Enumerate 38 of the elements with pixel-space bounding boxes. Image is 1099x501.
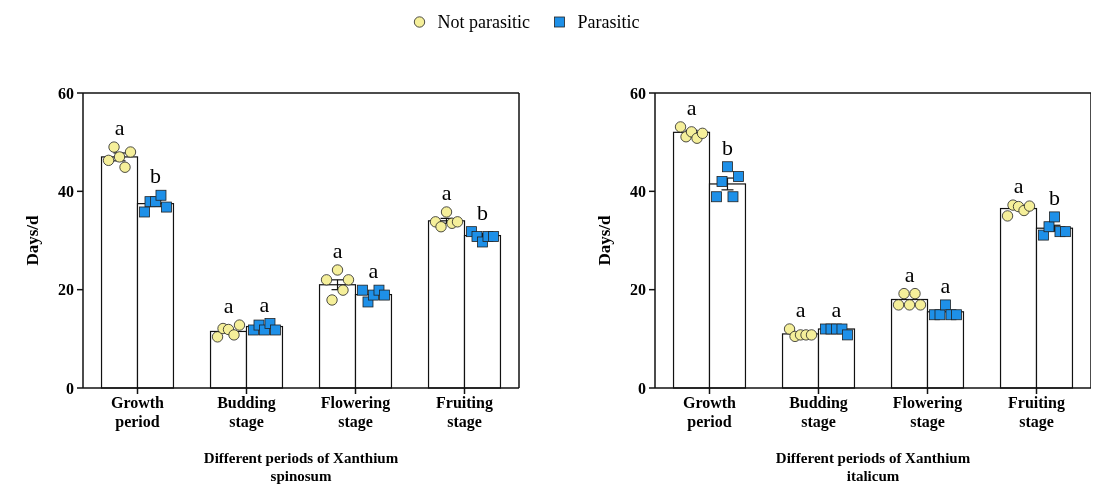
legend-label: Parasitic: [577, 12, 640, 33]
x-tick-label: Growth period: [682, 394, 737, 431]
annotation: a: [441, 179, 452, 205]
y-axis-title: Days/d: [23, 214, 42, 266]
annotation: a: [831, 297, 842, 322]
annotation: a: [686, 94, 697, 120]
y-tick-label: 60: [58, 84, 74, 102]
legend-label: Not parasitic: [437, 12, 530, 33]
x-tick-label: Flowering stage: [892, 394, 963, 431]
annotation: b: [721, 134, 733, 160]
x-axis-title: Different periods of Xanthium italicum: [775, 450, 971, 484]
x-tick-label: Fruiting stage: [436, 394, 493, 431]
y-tick-label: 0: [66, 379, 74, 397]
x-tick-label: Flowering stage: [320, 394, 391, 431]
x-tick-label: Growth period: [110, 394, 165, 431]
y-tick-label: 40: [630, 182, 646, 200]
annotation: a: [1013, 173, 1024, 199]
y-tick-label: 20: [630, 281, 646, 299]
annotation: a: [114, 115, 125, 141]
annotation: a: [940, 272, 951, 298]
annotation: b: [476, 199, 488, 225]
annotation: a: [795, 297, 806, 322]
annotation: a: [259, 291, 270, 317]
annotation: a: [904, 261, 915, 287]
x-tick-label: Budding stage: [217, 394, 276, 431]
x-tick-label: Fruiting stage: [1008, 394, 1065, 431]
annotation: b: [1048, 184, 1060, 210]
y-tick-label: 20: [58, 281, 74, 299]
y-tick-label: 40: [58, 182, 74, 200]
annotation: b: [149, 163, 161, 189]
y-axis-title: Days/d: [595, 214, 614, 266]
y-tick-label: 60: [630, 84, 646, 102]
x-tick-label: Budding stage: [789, 394, 848, 431]
annotation: a: [368, 258, 379, 284]
annotation: a: [332, 238, 343, 263]
annotation: a: [223, 293, 234, 319]
y-tick-label: 0: [638, 379, 646, 397]
x-axis-title: Different periods of Xanthium spinosum: [203, 450, 399, 484]
